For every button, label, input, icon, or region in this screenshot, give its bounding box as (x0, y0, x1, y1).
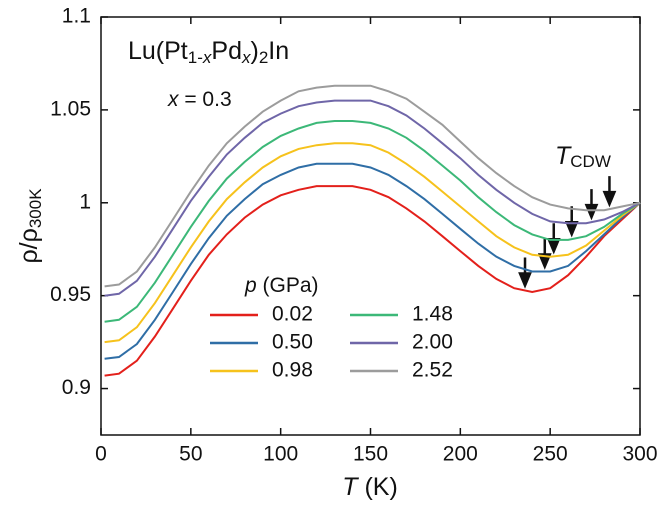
legend-title-part: p (244, 274, 257, 297)
x-label-part: T (342, 473, 359, 501)
x-tick-label: 0 (95, 443, 107, 466)
series-line (104, 142, 641, 344)
title-part: Pd (211, 37, 242, 65)
title-part: 1- (188, 48, 203, 67)
legend-title: p (GPa) (244, 274, 319, 297)
y-tick-label: 1 (79, 190, 91, 213)
y-tick-label: 0.95 (50, 283, 91, 306)
legend-label: 0.02 (272, 303, 313, 326)
x-tick-label: 150 (353, 443, 388, 466)
x-tick-label: 50 (179, 443, 202, 466)
title-part: ) (250, 37, 258, 65)
legend-label: 0.98 (272, 359, 313, 382)
tcdw-part: CDW (570, 152, 611, 171)
legend-label: 1.48 (412, 303, 453, 326)
title-part: x (241, 48, 251, 67)
series-line (104, 162, 641, 360)
y-label-part: ρ/ρ (15, 228, 43, 263)
x-tick-label: 250 (533, 443, 568, 466)
x-label-part: (K) (358, 473, 398, 501)
legend-title-part: (GPa) (257, 274, 319, 297)
y-label-part: 300K (26, 188, 45, 228)
y-tick-label: 1.05 (50, 97, 91, 120)
y-axis-label: ρ/ρ300K (15, 188, 46, 264)
legend-label: 2.00 (412, 331, 453, 354)
tcdw-arrow (537, 238, 552, 270)
legend-label: 2.52 (412, 359, 453, 382)
series-line (104, 185, 641, 377)
x-tick-label: 300 (622, 443, 657, 466)
x-axis-label: T (K) (342, 473, 398, 501)
title-part: In (268, 37, 289, 65)
series-line (104, 120, 641, 323)
tcdw-arrow (584, 189, 599, 221)
title-part: x (202, 48, 212, 67)
tcdw-arrow (602, 176, 617, 208)
x-tick-label: 200 (443, 443, 478, 466)
tcdw-arrow (564, 206, 579, 238)
subtitle-part: = 0.3 (179, 88, 232, 111)
subtitle-part: x (167, 88, 180, 111)
series-line (104, 99, 641, 297)
plot-frame (100, 16, 641, 436)
y-tick-label: 1.1 (62, 5, 91, 28)
tcdw-part: T (555, 142, 572, 170)
legend-label: 0.50 (272, 331, 313, 354)
title-part: 2 (259, 48, 268, 67)
x-tick-label: 100 (263, 443, 298, 466)
chart-title: Lu(Pt1-xPdx)2In (128, 37, 289, 68)
title-part: Lu(Pt (128, 37, 188, 65)
tcdw-arrow (518, 257, 532, 289)
subtitle: x = 0.3 (167, 88, 232, 111)
tcdw-label: TCDW (555, 142, 611, 172)
y-tick-label: 0.9 (62, 376, 91, 399)
tcdw-arrow (546, 223, 561, 255)
series-line (104, 84, 641, 288)
